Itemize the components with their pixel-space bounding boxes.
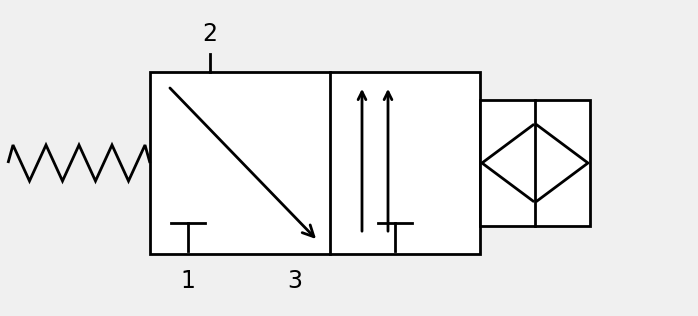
Text: 2: 2 [202,22,218,46]
Text: 1: 1 [181,269,195,293]
Text: 3: 3 [288,269,302,293]
Bar [150,72,480,254]
Bar [480,100,590,226]
